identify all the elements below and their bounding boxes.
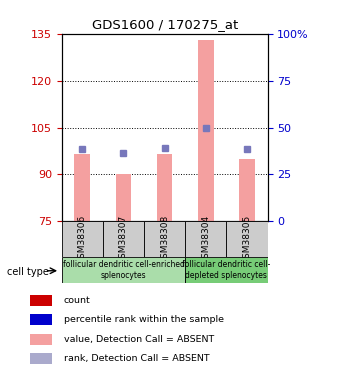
Text: rank, Detection Call = ABSENT: rank, Detection Call = ABSENT [64, 354, 209, 363]
Text: follicular dendritic cell-
depleted splenocytes: follicular dendritic cell- depleted sple… [182, 260, 271, 280]
Text: follicular dendritic cell-enriched
splenocytes: follicular dendritic cell-enriched splen… [62, 260, 185, 280]
Bar [144, 221, 185, 257]
Bar [31, 295, 51, 306]
Bar [226, 221, 268, 257]
Bar [62, 257, 185, 283]
Text: GSM38306: GSM38306 [78, 214, 87, 264]
Bar [239, 159, 255, 221]
Bar [116, 174, 131, 221]
Bar [31, 334, 51, 345]
Bar [198, 40, 214, 221]
Title: GDS1600 / 170275_at: GDS1600 / 170275_at [92, 18, 238, 31]
Text: GSM38305: GSM38305 [243, 214, 251, 264]
Bar [62, 221, 103, 257]
Text: GSM38308: GSM38308 [160, 214, 169, 264]
Text: percentile rank within the sample: percentile rank within the sample [64, 315, 224, 324]
Text: cell type: cell type [7, 267, 49, 277]
Bar [185, 221, 226, 257]
Text: count: count [64, 296, 91, 305]
Text: GSM38304: GSM38304 [201, 214, 210, 264]
Bar [157, 154, 173, 221]
Bar [103, 221, 144, 257]
Text: GSM38307: GSM38307 [119, 214, 128, 264]
Text: value, Detection Call = ABSENT: value, Detection Call = ABSENT [64, 334, 214, 344]
Bar [31, 353, 51, 364]
Bar [31, 314, 51, 326]
Bar [185, 257, 268, 283]
Bar [74, 154, 90, 221]
